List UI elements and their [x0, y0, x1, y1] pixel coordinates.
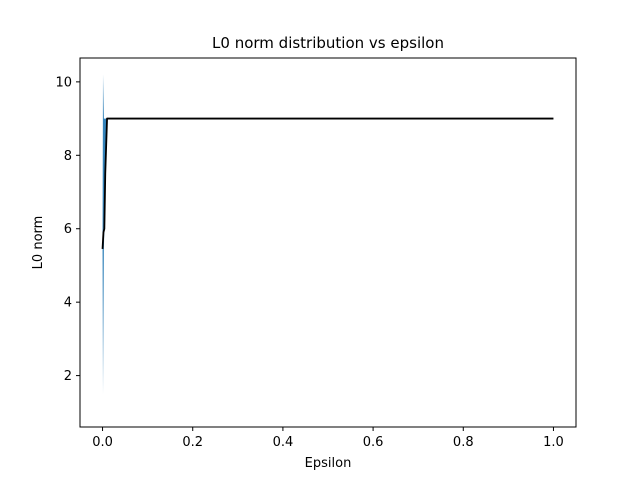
x-tick-label: 1.0	[543, 435, 564, 450]
y-tick-label: 2	[64, 369, 72, 384]
y-axis: 2 4 6 8 10	[55, 75, 80, 384]
mean-line-0	[101, 117, 554, 249]
y-tick-label: 10	[55, 75, 72, 90]
y-tick-label: 4	[64, 296, 72, 311]
x-tick-label: 0.4	[273, 435, 294, 450]
x-tick-label: 0.0	[92, 435, 113, 450]
x-tick-label: 0.8	[453, 435, 474, 450]
y-tick-label: 6	[64, 222, 72, 237]
y-axis-label: L0 norm	[31, 216, 46, 270]
x-axis-label: Epsilon	[305, 456, 352, 471]
plot-area	[101, 74, 554, 394]
x-tick-label: 0.2	[182, 435, 203, 450]
x-axis: 0.0 0.2 0.4 0.6 0.8 1.0	[92, 427, 564, 450]
x-tick-label: 0.6	[363, 435, 384, 450]
chart-title: L0 norm distribution vs epsilon	[212, 34, 444, 52]
axes-frame	[79, 57, 577, 428]
y-tick-label: 8	[64, 149, 72, 164]
